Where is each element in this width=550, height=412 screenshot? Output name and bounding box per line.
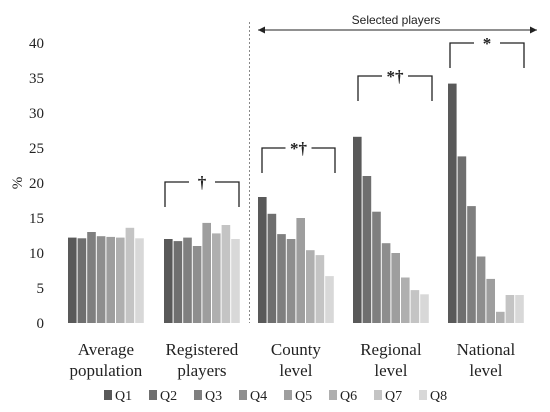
legend-swatch-q6	[329, 390, 337, 400]
bar-q8	[135, 238, 144, 323]
y-tick-label: 0	[37, 316, 45, 332]
category-label: County	[271, 340, 322, 359]
y-tick-label: 25	[29, 141, 44, 157]
bar-q6	[212, 233, 221, 323]
bracket-gap	[189, 179, 215, 185]
bar-q6	[496, 311, 505, 323]
significance-brackets: † *† *† *	[164, 34, 525, 207]
legend-swatch-q5	[284, 390, 292, 400]
bar-q8	[231, 239, 240, 323]
significance-label: *†	[290, 139, 308, 158]
y-tick-label: 30	[29, 106, 44, 122]
bar-q1	[68, 237, 77, 323]
arrow-head-right	[530, 26, 537, 34]
legend-label-q2: Q2	[160, 389, 177, 404]
selected-players-annotation: Selected players	[249, 13, 537, 323]
legend-label-q4: Q4	[250, 389, 267, 404]
bar-q5	[486, 278, 495, 323]
legend-swatch-q1	[104, 390, 112, 400]
significance-label: †	[198, 173, 207, 192]
bar-q4	[96, 236, 106, 323]
category-labels: Average population Registered players County…	[70, 340, 516, 380]
y-axis-label: %	[10, 177, 26, 190]
legend-swatch-q3	[194, 390, 202, 400]
legend-swatch-q8	[419, 390, 427, 400]
bars	[68, 83, 524, 323]
selected-players-label: Selected players	[352, 13, 441, 27]
bar-q1	[353, 136, 362, 323]
bar-q7	[315, 255, 325, 323]
bar-q7	[505, 295, 515, 323]
bar-q2	[77, 238, 87, 323]
y-tick-label: 35	[29, 71, 44, 87]
bar-q8	[515, 295, 524, 323]
category-label: Regional	[360, 340, 422, 359]
bar-q2	[267, 213, 277, 323]
significance-label: *†	[387, 67, 405, 86]
bar-q5	[106, 236, 115, 323]
arrow-head-left	[258, 26, 265, 34]
category-label: level	[279, 361, 312, 380]
y-tick-label: 5	[37, 281, 45, 297]
bar-q8	[325, 276, 334, 323]
y-tick-label: 40	[29, 36, 44, 52]
category-label: National	[457, 340, 516, 359]
bar-q4	[192, 246, 202, 323]
bar-q3	[87, 232, 96, 323]
bar-q6	[116, 237, 125, 323]
y-axis: 0 5 10 15 20 25 30 35 40%	[10, 36, 44, 332]
legend-label-q5: Q5	[295, 389, 312, 404]
legend: Q1 Q2 Q3 Q4 Q5 Q6 Q7 Q8	[104, 389, 447, 404]
bar-q1	[258, 197, 267, 323]
bar-q5	[202, 222, 211, 323]
bar-q3	[467, 206, 476, 323]
bar-q3	[277, 234, 286, 323]
category-label: level	[469, 361, 502, 380]
significance-label: *	[483, 34, 492, 53]
bar-q7	[221, 225, 231, 323]
y-tick-label: 20	[29, 176, 44, 192]
category-label: players	[177, 361, 226, 380]
bar-q5	[296, 218, 305, 323]
bar-q4	[381, 243, 391, 323]
y-tick-label: 15	[29, 211, 44, 227]
bar-q3	[183, 237, 192, 323]
category-label: level	[374, 361, 407, 380]
bar-q4	[476, 256, 486, 323]
legend-label-q1: Q1	[115, 389, 132, 404]
y-tick-label: 10	[29, 246, 44, 262]
legend-label-q3: Q3	[205, 389, 222, 404]
legend-swatch-q2	[149, 390, 157, 400]
legend-label-q8: Q8	[430, 389, 447, 404]
bar-q2	[173, 241, 183, 323]
legend-swatch-q7	[374, 390, 382, 400]
bar-q1	[448, 83, 457, 323]
legend-swatch-q4	[239, 390, 247, 400]
category-label: population	[70, 361, 143, 380]
bar-q3	[372, 211, 381, 323]
legend-label-q6: Q6	[340, 389, 357, 404]
bar-q7	[125, 227, 135, 323]
category-label: Average	[78, 340, 134, 359]
bar-q2	[457, 156, 467, 323]
legend-label-q7: Q7	[385, 389, 402, 404]
bracket-gap	[285, 145, 312, 151]
bracket-gap	[474, 40, 500, 46]
bar-q6	[306, 250, 315, 323]
bar-q8	[420, 294, 429, 323]
bar-q5	[391, 253, 400, 323]
category-label: Registered	[166, 340, 239, 359]
bar-q6	[401, 277, 410, 323]
bar-q4	[286, 239, 296, 323]
bracket-gap	[382, 73, 408, 79]
bar-q1	[164, 239, 173, 323]
bar-q2	[362, 176, 372, 323]
bar-q7	[410, 290, 420, 323]
